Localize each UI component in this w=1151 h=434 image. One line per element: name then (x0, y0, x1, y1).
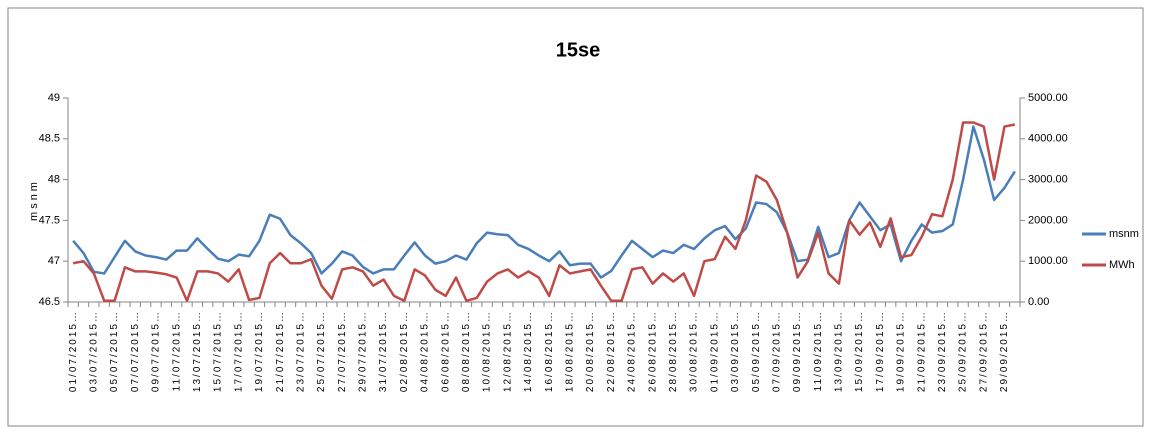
y2-tick-label: 2000.00 (1028, 214, 1068, 226)
x-tick-label: 06/08/2015… (440, 310, 451, 392)
x-tick-label: 14/08/2015… (523, 310, 534, 392)
x-tick-label: 27/07/2015… (337, 310, 348, 392)
x-tick-label: 28/08/2015… (668, 310, 679, 392)
x-tick-label: 23/09/2015… (937, 310, 948, 392)
x-tick-label: 01/07/2015… (68, 310, 79, 392)
x-tick-label: 11/07/2015… (171, 310, 182, 391)
series-line (72, 125, 1016, 279)
x-tick-label: 15/09/2015… (854, 310, 865, 392)
x-tick-label: 23/07/2015… (295, 310, 306, 392)
x-tick-label: 08/08/2015… (461, 310, 472, 392)
y-tick-label: 49 (48, 92, 60, 104)
y-tick-label: 48 (48, 174, 60, 186)
y-axis-label: msnm (28, 179, 40, 221)
x-tick-label: 10/08/2015… (482, 310, 493, 392)
x-tick-label: 21/07/2015… (275, 310, 286, 392)
x-tick-label: 11/09/2015… (813, 310, 824, 391)
chart-title: 15se (556, 39, 601, 61)
x-tick-label: 13/07/2015… (192, 310, 203, 392)
x-tick-label: 07/09/2015… (771, 310, 782, 392)
y-tick-label: 46.5 (39, 296, 60, 308)
x-tick-label: 09/07/2015… (151, 310, 162, 392)
x-tick-label: 22/08/2015… (606, 310, 617, 392)
x-tick-label: 29/09/2015… (999, 310, 1010, 392)
x-tick-label: 05/09/2015… (751, 310, 762, 392)
y-tick-label: 47 (48, 255, 60, 267)
legend-label: msnm (1109, 228, 1139, 240)
series-line (72, 121, 1016, 303)
x-tick-label: 03/09/2015… (730, 310, 741, 392)
y-tick-label: 48.5 (39, 133, 60, 145)
x-tick-label: 15/07/2015… (213, 310, 224, 392)
legend-label: MWh (1109, 259, 1135, 271)
x-tick-label: 21/09/2015… (916, 310, 927, 392)
x-tick-label: 17/09/2015… (875, 310, 886, 392)
x-tick-label: 05/07/2015… (109, 310, 120, 392)
y2-tick-label: 4000.00 (1028, 133, 1068, 145)
x-tick-label: 24/08/2015… (627, 310, 638, 392)
x-tick-label: 25/07/2015… (316, 310, 327, 392)
y2-tick-label: 0.00 (1028, 296, 1049, 308)
x-tick-label: 18/08/2015… (565, 310, 576, 392)
x-tick-label: 26/08/2015… (647, 310, 658, 392)
x-tick-label: 01/09/2015… (709, 310, 720, 392)
y2-tick-label: 1000.00 (1028, 255, 1068, 267)
x-tick-label: 25/09/2015… (958, 310, 969, 392)
x-tick-label: 02/08/2015… (399, 310, 410, 392)
x-tick-label: 17/07/2015… (233, 310, 244, 392)
x-tick-label: 30/08/2015… (689, 310, 700, 392)
x-tick-label: 12/08/2015… (502, 310, 513, 392)
y2-tick-label: 5000.00 (1028, 92, 1068, 104)
x-tick-label: 31/07/2015… (378, 310, 389, 392)
x-tick-label: 16/08/2015… (544, 310, 555, 392)
x-tick-label: 29/07/2015… (358, 310, 369, 392)
x-tick-label: 19/09/2015… (896, 310, 907, 392)
x-tick-label: 27/09/2015… (978, 310, 989, 392)
y2-tick-label: 3000.00 (1028, 174, 1068, 186)
y-tick-label: 47.5 (39, 214, 60, 226)
x-tick-label: 13/09/2015… (834, 310, 845, 392)
x-tick-label: 09/09/2015… (792, 310, 803, 392)
x-tick-label: 04/08/2015… (420, 310, 431, 392)
x-tick-label: 19/07/2015… (254, 310, 265, 392)
x-tick-label: 20/08/2015… (585, 310, 596, 392)
x-tick-label: 07/07/2015… (130, 310, 141, 392)
x-tick-label: 03/07/2015… (89, 310, 100, 392)
